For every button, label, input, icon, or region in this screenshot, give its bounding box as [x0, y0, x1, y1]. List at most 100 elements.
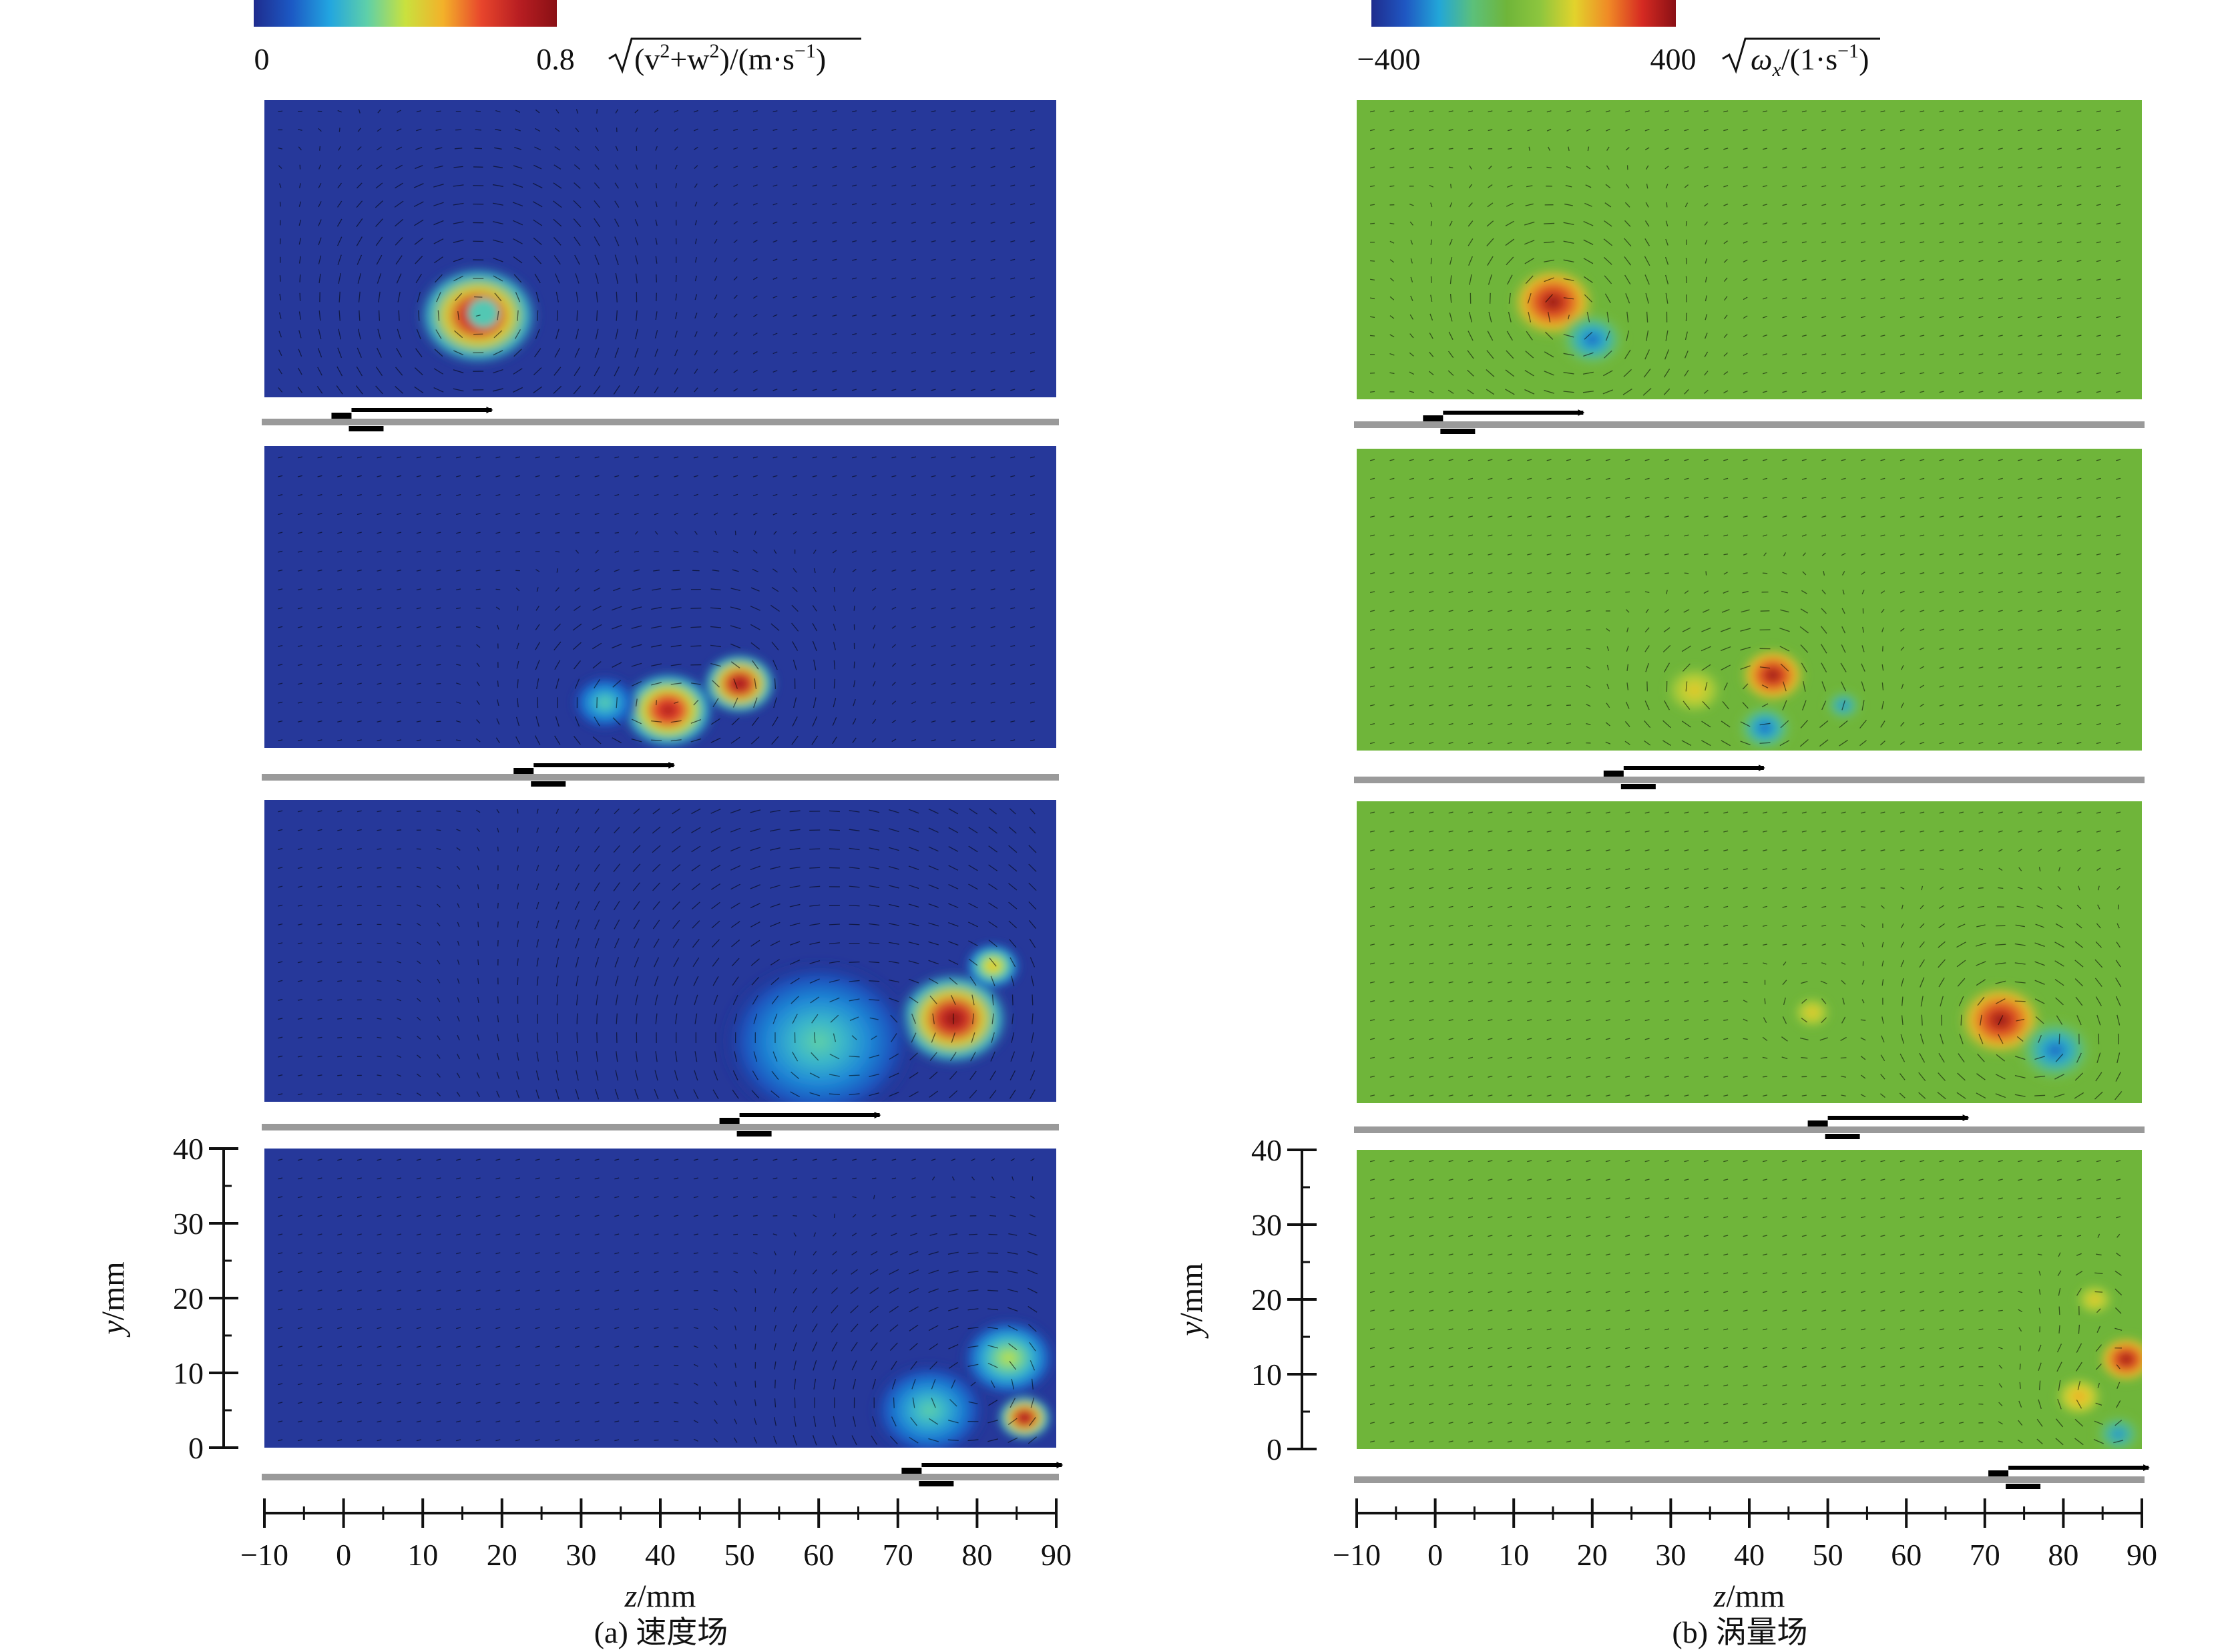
vector	[1030, 277, 1035, 280]
vector	[1389, 924, 1395, 927]
vector	[1468, 1309, 1474, 1312]
vector	[1468, 1366, 1474, 1368]
vector	[495, 1346, 501, 1348]
vector	[1880, 1309, 1885, 1312]
vector	[357, 513, 362, 515]
vector	[1939, 591, 1944, 594]
vector	[1008, 864, 1018, 872]
vector	[596, 1051, 598, 1062]
vector	[733, 512, 738, 515]
vector	[1429, 1422, 1434, 1424]
vector	[852, 240, 857, 242]
vector	[1821, 1272, 1827, 1275]
vector	[416, 1439, 421, 1442]
vector	[832, 717, 837, 726]
vector	[1468, 110, 1474, 113]
vector	[1527, 1235, 1532, 1237]
vector	[1860, 459, 1866, 461]
vector	[1625, 1366, 1630, 1368]
vector	[2056, 204, 2062, 206]
vector	[990, 588, 995, 591]
vector	[1783, 552, 1787, 557]
vector	[790, 978, 800, 985]
vector	[337, 980, 343, 982]
vector	[969, 976, 977, 986]
vector	[414, 386, 424, 393]
vector	[377, 1271, 382, 1273]
vector	[1604, 202, 1612, 208]
vector	[615, 329, 619, 340]
vector	[397, 905, 402, 907]
vector	[278, 550, 283, 553]
vector	[871, 738, 877, 743]
vector	[2096, 849, 2101, 852]
vector	[967, 1289, 979, 1292]
vector	[377, 1036, 382, 1039]
vector	[1881, 979, 1884, 986]
vector	[1723, 1366, 1729, 1368]
vector	[1860, 1179, 1866, 1181]
vector	[1010, 626, 1016, 628]
vector	[2018, 148, 2023, 150]
vector	[1468, 1422, 1474, 1424]
wall-marker	[919, 1481, 954, 1486]
vector	[752, 1159, 758, 1161]
vector	[1664, 534, 1670, 537]
vector	[1546, 1216, 1552, 1219]
vector	[475, 1346, 481, 1348]
vector	[1527, 515, 1532, 518]
vector	[812, 475, 817, 477]
vector	[990, 129, 995, 131]
x-tick-label: 50	[724, 1538, 755, 1572]
vector	[1743, 1253, 1748, 1256]
vector	[1782, 335, 1787, 337]
vector	[357, 1289, 362, 1292]
vector	[1546, 572, 1552, 574]
vector	[990, 513, 995, 515]
vector	[596, 994, 598, 1006]
field-a-snapshot-2	[262, 446, 1059, 787]
vector	[910, 1417, 917, 1426]
vector	[1389, 534, 1395, 537]
vector	[891, 550, 897, 553]
vector	[1723, 887, 1729, 889]
vector	[1566, 1366, 1572, 1368]
vector	[635, 994, 638, 1006]
vector	[694, 331, 698, 337]
vector	[317, 720, 322, 722]
vector	[2076, 553, 2082, 556]
vector	[457, 940, 460, 946]
vector	[278, 387, 283, 393]
vector	[1605, 477, 1610, 480]
vector	[928, 1306, 939, 1312]
vector	[1703, 389, 1709, 394]
vector	[2018, 372, 2023, 375]
vector	[2037, 534, 2042, 537]
vector	[849, 810, 860, 813]
vector	[1956, 942, 1966, 948]
vector	[1389, 1253, 1395, 1256]
vector	[655, 256, 658, 264]
vector	[670, 626, 682, 628]
vector	[614, 236, 620, 246]
vector	[2054, 942, 2064, 948]
vector	[1507, 1309, 1512, 1312]
vector	[573, 660, 581, 670]
vector	[693, 1438, 698, 1442]
vector	[1703, 1253, 1709, 1256]
vector	[1010, 550, 1016, 553]
vector	[1010, 166, 1016, 168]
vector	[1488, 274, 1493, 285]
vector	[1958, 996, 1964, 1007]
vector	[1623, 369, 1632, 377]
vector	[1723, 1197, 1729, 1200]
vector	[377, 1233, 382, 1236]
vector	[2016, 905, 2024, 908]
vector	[889, 1053, 899, 1060]
vector	[1880, 553, 1885, 556]
vector	[670, 739, 682, 742]
vector	[812, 456, 817, 459]
vector	[1762, 887, 1768, 889]
vector	[434, 274, 443, 283]
vector	[297, 701, 302, 704]
